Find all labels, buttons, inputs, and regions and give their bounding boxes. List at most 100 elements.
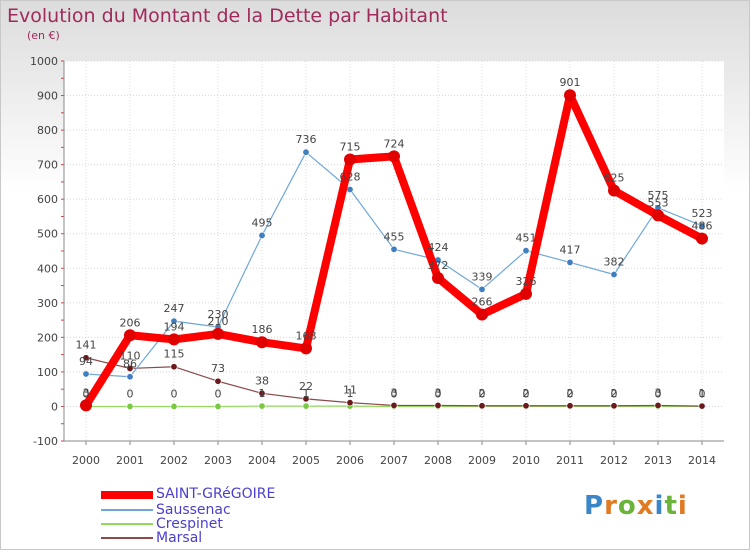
data-point-saint-gr-goire [432, 271, 444, 284]
logo-letter: i [677, 491, 688, 521]
data-label-saussenac: 339 [472, 270, 493, 283]
data-point-saussenac [346, 186, 354, 194]
data-label-saint-gr-goire: 901 [560, 76, 581, 89]
data-label-saussenac: 94 [79, 355, 93, 368]
x-tick-label: 2009 [468, 454, 496, 467]
data-label-crespinet: 0 [523, 387, 530, 400]
data-point-saussenac [522, 247, 530, 255]
data-label-crespinet: 0 [567, 387, 574, 400]
data-label-crespinet: 0 [83, 387, 90, 400]
x-tick-label: 2000 [72, 454, 100, 467]
data-label-crespinet: 1 [259, 387, 266, 400]
data-point-saint-gr-goire [168, 333, 180, 346]
x-tick-label: 2014 [688, 454, 716, 467]
x-tick-label: 2003 [204, 454, 232, 467]
data-label-crespinet: 1 [347, 387, 354, 400]
data-label-marsal: 22 [299, 380, 313, 393]
data-label-saussenac: 86 [123, 358, 137, 371]
data-point-marsal [214, 377, 222, 385]
x-tick-label: 2013 [644, 454, 672, 467]
data-point-marsal [478, 402, 486, 410]
logo-letter: x [636, 491, 655, 521]
data-point-crespinet [258, 402, 266, 410]
x-tick-label: 2012 [600, 454, 628, 467]
data-point-saint-gr-goire [256, 336, 268, 349]
data-label-saint-gr-goire: 724 [384, 137, 405, 150]
x-tick-label: 2011 [556, 454, 584, 467]
data-label-saussenac: 495 [252, 216, 273, 229]
data-label-crespinet: 1 [303, 387, 310, 400]
chart-title: Evolution du Montant de la Dette par Hab… [7, 5, 448, 27]
chart-subtitle: (en €) [27, 29, 60, 42]
data-label-saint-gr-goire: 625 [604, 172, 625, 185]
data-label-marsal: 110 [120, 349, 141, 362]
y-tick-label: 900 [37, 90, 58, 103]
data-label-crespinet: 0 [655, 387, 662, 400]
data-point-saint-gr-goire [608, 184, 620, 197]
data-label-marsal: 115 [164, 348, 185, 361]
data-label-saint-gr-goire: 206 [120, 316, 141, 329]
data-label-saint-gr-goire: 3 [83, 386, 90, 399]
data-point-saint-gr-goire [212, 327, 224, 340]
legend-swatch-saint-gregoire [101, 491, 153, 499]
data-point-saussenac [302, 148, 310, 156]
data-point-crespinet [126, 402, 134, 410]
legend-label-saint-gregoire: SAINT-GRéGOIRE [156, 486, 276, 502]
logo-letter: i [654, 491, 665, 521]
logo-letter: o [617, 491, 637, 521]
data-label-marsal: 2 [523, 387, 530, 400]
data-point-marsal [522, 402, 530, 410]
data-point-marsal [346, 399, 354, 407]
data-label-saussenac: 247 [164, 302, 185, 315]
data-point-marsal [170, 363, 178, 371]
logo-letter: P [584, 491, 605, 521]
data-point-saint-gr-goire [388, 150, 400, 163]
data-point-saint-gr-goire [80, 399, 92, 412]
y-tick-label: 300 [37, 297, 58, 310]
data-label-saussenac: 382 [604, 255, 625, 268]
data-label-saussenac: 628 [340, 171, 361, 184]
data-point-marsal [126, 364, 134, 372]
data-point-marsal [258, 389, 266, 397]
data-point-saussenac [258, 231, 266, 239]
data-label-crespinet: 0 [215, 387, 222, 400]
x-tick-label: 2001 [116, 454, 144, 467]
data-point-saussenac [390, 245, 398, 253]
data-label-crespinet: 0 [391, 387, 398, 400]
data-point-crespinet [302, 402, 310, 410]
data-label-saint-gr-goire: 186 [252, 323, 273, 336]
data-point-saussenac [170, 317, 178, 325]
y-tick-label: 500 [37, 228, 58, 241]
data-point-marsal [390, 401, 398, 409]
data-label-crespinet: 0 [699, 387, 706, 400]
data-point-marsal [302, 395, 310, 403]
data-point-saussenac [478, 285, 486, 293]
data-label-saint-gr-goire: 715 [340, 140, 361, 153]
y-tick-label: 700 [37, 159, 58, 172]
data-point-marsal [434, 401, 442, 409]
data-label-crespinet: 0 [171, 387, 178, 400]
data-point-crespinet [214, 402, 222, 410]
data-point-marsal [610, 402, 618, 410]
data-label-marsal: 38 [255, 374, 269, 387]
x-tick-label: 2002 [160, 454, 188, 467]
data-label-saint-gr-goire: 194 [164, 320, 185, 333]
logo-letter: t [664, 491, 678, 521]
data-point-saussenac [82, 370, 90, 378]
data-point-saint-gr-goire [300, 342, 312, 355]
data-label-marsal: 3 [435, 386, 442, 399]
data-point-marsal [654, 401, 662, 409]
data-label-saussenac: 523 [692, 207, 713, 220]
data-point-saint-gr-goire [652, 209, 664, 222]
data-label-saint-gr-goire: 210 [208, 315, 229, 328]
proxiti-logo: Proxiti [584, 491, 688, 521]
data-label-saussenac: 736 [296, 133, 317, 146]
data-label-saussenac: 451 [516, 232, 537, 245]
data-point-saussenac [126, 373, 134, 381]
data-point-saussenac [566, 258, 574, 266]
data-point-saint-gr-goire [476, 308, 488, 321]
y-tick-label: 1000 [30, 55, 58, 68]
logo-letter: r [604, 491, 618, 521]
data-label-marsal: 2 [479, 387, 486, 400]
legend-label-marsal: Marsal [156, 530, 203, 546]
